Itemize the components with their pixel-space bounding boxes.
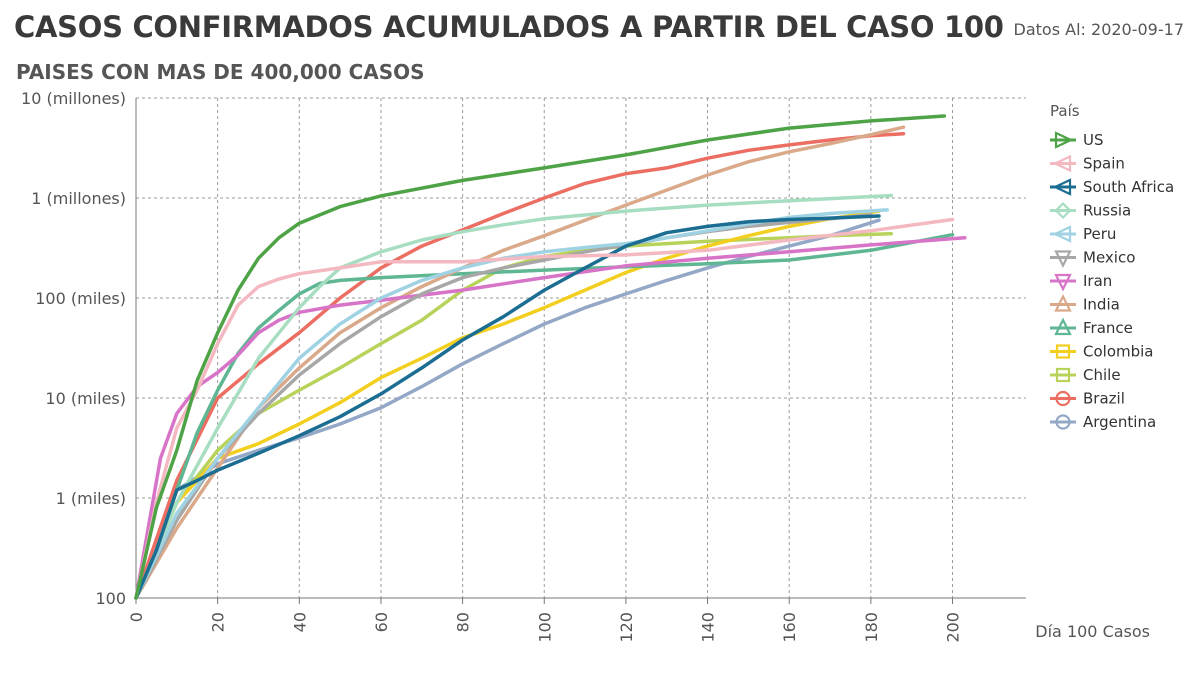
legend-item-colombia[interactable]: Colombia (1050, 343, 1154, 361)
france-marker-icon (1050, 317, 1076, 336)
x-tick-label: 0 (127, 612, 146, 622)
legend-item-brazil[interactable]: Brazil (1050, 390, 1125, 408)
chart-subtitle: PAISES CON MAS DE 400,000 CASOS (16, 60, 425, 84)
series-line-brazil (134, 131, 906, 600)
brazil-marker-icon (1050, 390, 1076, 407)
series-line-iran (134, 236, 967, 600)
spain-marker-icon (1050, 154, 1076, 173)
legend-label: Colombia (1083, 343, 1154, 361)
legend-label: Argentina (1083, 413, 1156, 431)
y-tick-label: 10 (miles) (45, 389, 126, 408)
russia-marker-icon (1050, 201, 1076, 220)
y-tick-label: 100 (miles) (35, 289, 126, 308)
axes: 100 1 (miles) 10 (miles) 100 (miles) 1 (mill… (21, 89, 1150, 643)
x-tick-label: 20 (209, 612, 228, 632)
series-line-chile (134, 231, 894, 600)
x-tick-label: 180 (862, 612, 881, 643)
legend-item-france[interactable]: France (1050, 317, 1133, 337)
legend-label: Spain (1083, 155, 1125, 173)
legend-item-chile[interactable]: Chile (1050, 366, 1121, 384)
legend-item-mexico[interactable]: Mexico (1050, 249, 1135, 268)
legend-item-peru[interactable]: Peru (1050, 225, 1116, 243)
y-tick-label: 100 (95, 589, 126, 608)
x-tick-label: 120 (617, 612, 636, 643)
x-tick-label: 60 (372, 612, 391, 632)
legend-label: Russia (1083, 202, 1131, 220)
colombia-marker-icon (1050, 344, 1076, 359)
series-line-south-africa (134, 214, 881, 600)
y-tick-label: 1 (millones) (31, 189, 126, 208)
legend-item-india[interactable]: India (1050, 294, 1120, 314)
data-date-label: Datos Al: 2020-09-17 (1013, 20, 1184, 39)
series-line-peru (134, 208, 889, 600)
y-tick-label: 10 (millones) (21, 89, 126, 108)
peru-marker-icon (1050, 225, 1076, 243)
chart-title: CASOS CONFIRMADOS ACUMULADOS A PARTIR DE… (14, 10, 1004, 44)
legend-label: South Africa (1083, 178, 1174, 196)
legend-label: Iran (1083, 272, 1112, 290)
us-marker-icon (1050, 131, 1076, 149)
x-tick-label: 100 (535, 612, 554, 643)
y-tick-label: 1 (miles) (56, 489, 126, 508)
legend-label: India (1083, 296, 1120, 314)
grid-lines (136, 97, 1026, 598)
x-tick-label: 140 (699, 612, 718, 643)
legend-label: Peru (1083, 225, 1116, 243)
iran-marker-icon (1050, 273, 1076, 292)
legend-item-us[interactable]: US (1050, 131, 1104, 149)
legend-item-spain[interactable]: Spain (1050, 155, 1125, 173)
chile-marker-icon (1050, 367, 1076, 383)
legend-item-russia[interactable]: Russia (1050, 202, 1131, 220)
x-tick-label: 80 (454, 612, 473, 632)
series-line-us (134, 114, 947, 600)
legend-label: Chile (1083, 366, 1121, 384)
india-marker-icon (1050, 294, 1076, 312)
legend-title: País (1050, 102, 1080, 120)
series-line-russia (134, 193, 894, 600)
argentina-marker-icon (1050, 414, 1076, 430)
legend-item-argentina[interactable]: Argentina (1050, 413, 1156, 431)
x-tick-label: 160 (780, 612, 799, 643)
x-tick-label: 200 (944, 612, 963, 643)
legend-label: Mexico (1083, 249, 1135, 267)
legend-item-south-africa[interactable]: South Africa (1050, 178, 1174, 196)
series-line-france (134, 232, 955, 600)
x-axis-title: Día 100 Casos (1035, 622, 1150, 641)
legend-label: France (1083, 319, 1133, 337)
legend-item-iran[interactable]: Iran (1050, 272, 1112, 292)
series-line-mexico (134, 212, 873, 600)
mexico-marker-icon (1050, 250, 1076, 268)
series-line-colombia (134, 209, 881, 600)
south-africa-marker-icon (1050, 178, 1076, 196)
series-lines (134, 114, 967, 600)
legend-label: US (1083, 131, 1104, 149)
legend-label: Brazil (1083, 390, 1125, 408)
x-tick-label: 40 (290, 612, 309, 632)
